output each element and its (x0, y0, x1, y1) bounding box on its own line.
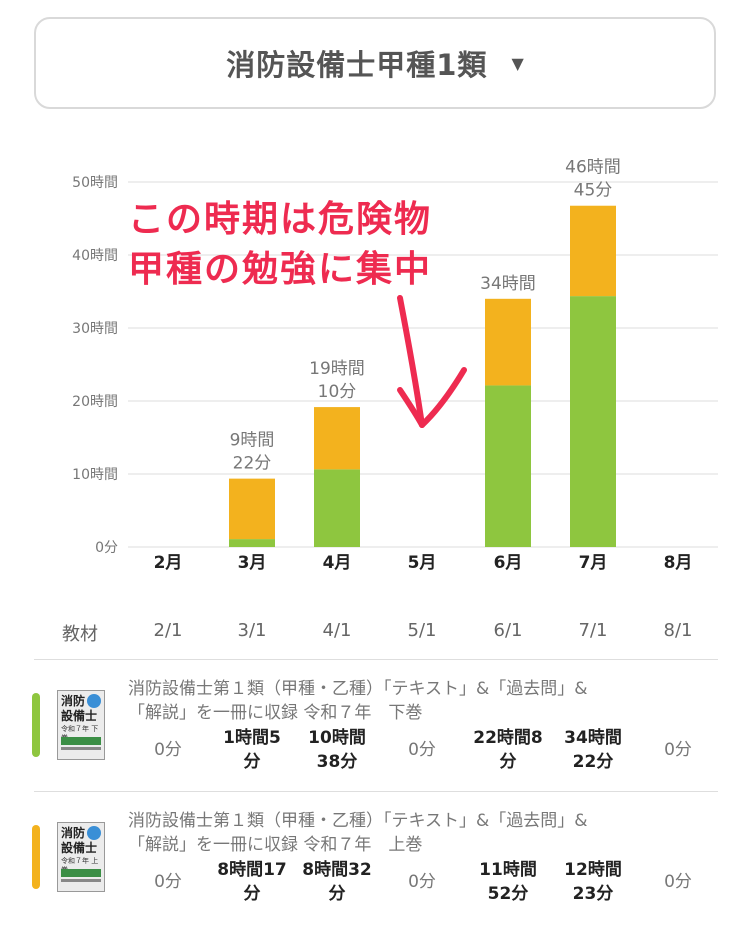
material-title: 消防設備士第１類（甲種・乙種）「テキスト」&「過去問」& 「解説」を一冊に収録 … (128, 677, 708, 725)
book-cover-band (61, 869, 101, 877)
book-cover-image: 消防 設備士 令和７年 下巻 (57, 690, 105, 760)
bar-total-label: 9時間 (230, 431, 275, 451)
time-cell: 12時間 23分 (564, 860, 622, 904)
material-title: 消防設備士第１類（甲種・乙種）「テキスト」&「過去問」& 「解説」を一冊に収録 … (128, 809, 708, 857)
material-row-lower-volume[interactable]: 消防 設備士 令和７年 下巻 消防設備士第１類（甲種・乙種）「テキスト」&「過去… (0, 660, 750, 780)
book-cover-band (61, 747, 101, 750)
material-title-line: 消防設備士第１類（甲種・乙種）「テキスト」&「過去問」& (128, 679, 588, 699)
y-tick-label: 40時間 (72, 248, 118, 264)
y-tick-label: 30時間 (72, 321, 118, 337)
time-cell: 0分 (408, 740, 436, 760)
material-color-indicator (32, 825, 40, 889)
book-cover-subtitle: 設備士 (61, 841, 98, 855)
annotation-arrow (397, 295, 467, 428)
divider (34, 659, 718, 660)
annotation-line-1: この時期は危険物 (128, 199, 433, 240)
bar-total-label: 34時間 (480, 274, 536, 294)
x-tick-label: 4月 (323, 553, 352, 573)
bar-total-label: 22分 (233, 454, 272, 474)
exam-selector-label: 消防設備士甲種1類 (226, 48, 488, 82)
bar-total-label: 46時間 (565, 158, 621, 178)
bar-segment (570, 205, 616, 297)
bar-segment (570, 296, 616, 547)
date-label: 8/1 (663, 620, 693, 641)
time-cell: 34時間 22分 (564, 728, 622, 772)
date-header-row: 教材 2/1 3/1 4/1 5/1 6/1 7/1 8/1 (0, 620, 750, 650)
book-cover-title: 消防 (61, 694, 86, 708)
bar-segment (485, 385, 531, 547)
book-cover-badge (87, 826, 101, 840)
material-title-line: 「解説」を一冊に収録 令和７年 上巻 (128, 835, 423, 855)
book-cover-badge (87, 694, 101, 708)
annotation-line-2: 甲種の勉強に集中 (128, 249, 433, 290)
date-label: 4/1 (322, 620, 352, 641)
time-cell: 1時間5 分 (223, 728, 281, 772)
bar-total-label: 45分 (574, 181, 613, 201)
time-cell: 0分 (664, 872, 692, 892)
study-time-chart: 0分 10時間 20時間 30時間 40時間 50時間 2月 3月 4月 5月 6月 7月 8月 9時間 2… (72, 158, 718, 573)
time-cell: 0分 (154, 740, 182, 760)
x-tick-label: 7月 (579, 553, 608, 573)
time-cell: 0分 (664, 740, 692, 760)
y-tick-label: 0分 (95, 540, 118, 556)
book-cover-image: 消防 設備士 令和７年 上巻 (57, 822, 105, 892)
handwritten-annotation: この時期は危険物 甲種の勉強に集中 (128, 195, 432, 295)
book-cover-band (61, 737, 101, 745)
y-tick-label: 20時間 (72, 394, 118, 410)
date-label: 6/1 (493, 620, 523, 641)
material-title-line: 「解説」を一冊に収録 令和７年 下巻 (128, 703, 423, 723)
book-cover-subtitle: 設備士 (61, 709, 98, 723)
time-cell: 10時間 38分 (308, 728, 366, 772)
time-cell: 0分 (408, 872, 436, 892)
time-cell: 8時間17 分 (217, 860, 287, 904)
bar-segment (314, 407, 360, 470)
x-tick-label: 6月 (494, 553, 523, 573)
time-cell: 8時間32 分 (302, 860, 372, 904)
y-tick-label: 10時間 (72, 467, 118, 483)
bar-segment (229, 539, 275, 547)
bar-total-label: 19時間 (309, 359, 365, 379)
divider (34, 791, 718, 792)
material-color-indicator (32, 693, 40, 757)
bar-total-label: 10分 (318, 382, 357, 402)
time-cell: 0分 (154, 872, 182, 892)
x-tick-label: 2月 (154, 553, 183, 573)
x-tick-label: 8月 (664, 553, 693, 573)
date-label: 5/1 (407, 620, 437, 641)
y-tick-label: 50時間 (72, 175, 118, 191)
material-title-line: 消防設備士第１類（甲種・乙種）「テキスト」&「過去問」& (128, 811, 588, 831)
book-cover-title: 消防 (61, 826, 86, 840)
time-cell: 22時間8 分 (473, 728, 543, 772)
exam-selector[interactable]: 消防設備士甲種1類 ▼ (34, 17, 716, 109)
x-tick-label: 3月 (238, 553, 267, 573)
chevron-down-icon: ▼ (511, 53, 524, 73)
time-cell: 11時間 52分 (479, 860, 537, 904)
bar-segment (229, 478, 275, 540)
date-label: 7/1 (578, 620, 608, 641)
book-cover-band (61, 879, 101, 882)
material-column-header: 教材 (62, 624, 98, 645)
material-row-upper-volume[interactable]: 消防 設備士 令和７年 上巻 消防設備士第１類（甲種・乙種）「テキスト」&「過去… (0, 792, 750, 912)
date-label: 3/1 (237, 620, 267, 641)
bar-segment (485, 298, 531, 386)
date-label: 2/1 (153, 620, 183, 641)
x-tick-label: 5月 (408, 553, 437, 573)
bar-segment (314, 469, 360, 547)
